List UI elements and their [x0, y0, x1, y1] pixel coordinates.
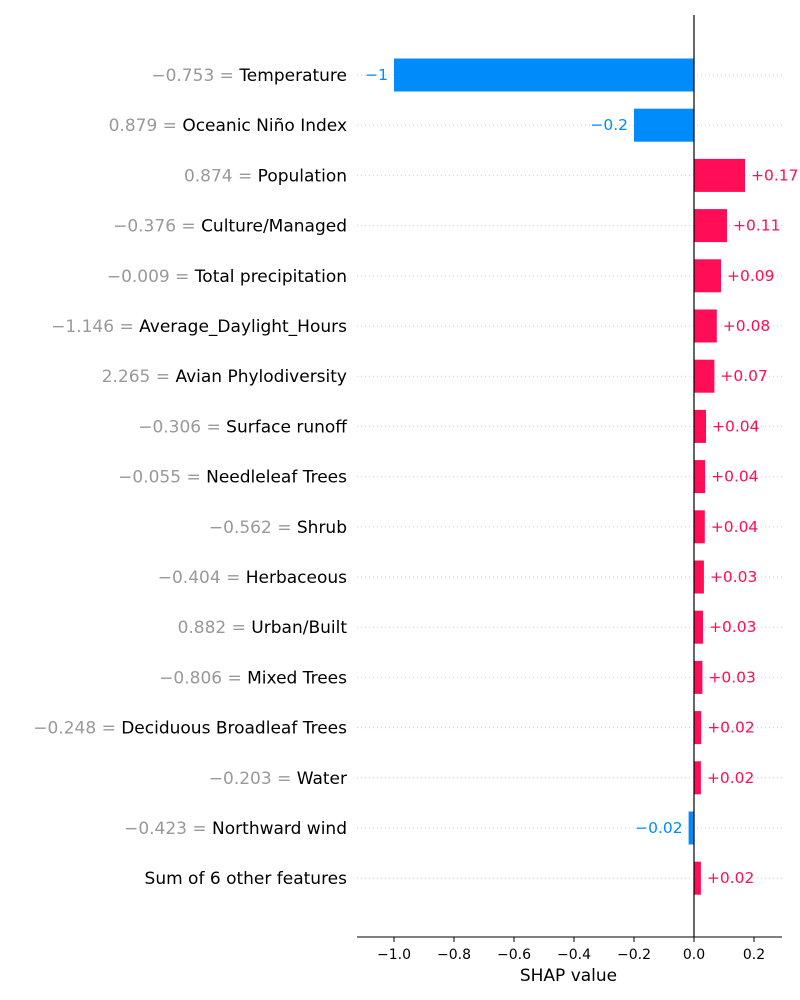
- positive-bar: [694, 861, 701, 895]
- value-label: −1: [365, 66, 388, 84]
- value-label: +0.09: [727, 267, 775, 285]
- feature-name: Culture/Managed: [201, 217, 347, 237]
- positive-bar: [694, 409, 706, 443]
- feature-name: Shrub: [297, 518, 347, 538]
- feature-value: −0.423 =: [124, 819, 212, 839]
- negative-bar: [394, 58, 694, 92]
- feature-value: −1.146 =: [51, 317, 139, 337]
- feature-name: Temperature: [238, 66, 347, 86]
- feature-label: −0.248 = Deciduous Broadleaf Trees: [33, 719, 347, 739]
- value-label: +0.17: [751, 166, 799, 184]
- feature-label: −1.146 = Average_Daylight_Hours: [51, 317, 347, 337]
- feature-value: −0.753 =: [151, 66, 239, 86]
- positive-bar: [694, 209, 727, 243]
- negative-bar: [634, 108, 694, 142]
- value-label: +0.04: [711, 468, 759, 486]
- value-label: +0.02: [707, 719, 755, 737]
- positive-bar: [694, 309, 717, 343]
- value-label: +0.08: [723, 317, 771, 335]
- feature-value: −0.806 =: [159, 668, 247, 688]
- feature-label: −0.376 = Culture/Managed: [113, 217, 347, 237]
- feature-value: 0.882 =: [178, 618, 252, 638]
- value-label: +0.02: [707, 769, 755, 787]
- negative-bar: [688, 811, 694, 845]
- value-label: +0.11: [733, 217, 781, 235]
- value-label: +0.04: [711, 518, 759, 536]
- x-tick-label: −0.6: [497, 947, 531, 963]
- positive-bar: [694, 359, 715, 393]
- feature-value: −0.248 =: [33, 719, 121, 739]
- feature-name: Sum of 6 other features: [145, 869, 348, 889]
- feature-value: −0.376 =: [113, 217, 201, 237]
- feature-name: Total precipitation: [194, 267, 347, 287]
- feature-label: −0.753 = Temperature: [151, 66, 347, 86]
- feature-name: Average_Daylight_Hours: [139, 317, 347, 337]
- positive-bar: [694, 460, 706, 494]
- feature-labels: −0.753 = Temperature 0.879 = Oceanic Niño…: [33, 66, 348, 889]
- feature-name: Surface runoff: [226, 417, 348, 437]
- positive-bar: [694, 610, 703, 644]
- feature-label: −0.562 = Shrub: [209, 518, 347, 538]
- x-tick-label: −1.0: [377, 947, 411, 963]
- feature-name: Deciduous Broadleaf Trees: [121, 719, 347, 739]
- feature-label: −0.306 = Surface runoff: [138, 417, 348, 437]
- feature-label: Sum of 6 other features: [145, 869, 348, 889]
- value-label: +0.02: [707, 869, 755, 887]
- feature-name: Needleleaf Trees: [206, 468, 347, 488]
- x-axis: −1.0 −0.8 −0.6 −0.4 −0.2 0.0 0.2 SHAP value: [357, 936, 782, 986]
- x-tick-label: 0.0: [683, 947, 705, 963]
- feature-value: 0.874 =: [184, 166, 258, 186]
- feature-value: −0.055 =: [118, 468, 206, 488]
- positive-bar: [694, 510, 705, 544]
- feature-name: Mixed Trees: [247, 668, 347, 688]
- feature-label: −0.203 = Water: [209, 769, 347, 789]
- feature-value: 0.879 =: [109, 116, 183, 136]
- feature-value: 2.265 =: [102, 367, 176, 387]
- feature-name: Water: [297, 769, 347, 789]
- x-tick-label: 0.2: [743, 947, 765, 963]
- feature-label: −0.423 = Northward wind: [124, 819, 347, 839]
- value-label: +0.03: [710, 568, 758, 586]
- value-label: +0.03: [708, 668, 756, 686]
- positive-bar: [694, 560, 704, 594]
- x-axis-title: SHAP value: [520, 966, 617, 986]
- feature-label: 2.265 = Avian Phylodiversity: [102, 367, 347, 387]
- grid-lines: [357, 74, 782, 879]
- value-label: −0.2: [590, 116, 628, 134]
- x-tick-label: −0.8: [437, 947, 471, 963]
- feature-label: 0.879 = Oceanic Niño Index: [109, 116, 347, 136]
- feature-name: Population: [258, 166, 347, 186]
- value-label: −0.02: [635, 819, 683, 837]
- feature-label: −0.055 = Needleleaf Trees: [118, 468, 347, 488]
- feature-name: Urban/Built: [251, 618, 347, 638]
- feature-name: Northward wind: [212, 819, 347, 839]
- value-label: +0.03: [709, 618, 757, 636]
- value-label: +0.04: [712, 417, 760, 435]
- value-labels: −1 −0.2 +0.17 +0.11 +0.09 +0.08 +0.07 +0.04 +0.0…: [365, 66, 798, 887]
- x-ticks: −1.0 −0.8 −0.6 −0.4 −0.2 0.0 0.2: [377, 937, 765, 963]
- feature-value: −0.009 =: [107, 267, 195, 287]
- value-label: +0.07: [720, 367, 768, 385]
- x-tick-label: −0.2: [617, 947, 651, 963]
- feature-label: −0.806 = Mixed Trees: [159, 668, 347, 688]
- positive-bar: [694, 761, 701, 795]
- feature-label: 0.874 = Population: [184, 166, 347, 186]
- feature-name: Avian Phylodiversity: [175, 367, 347, 387]
- x-tick-label: −0.4: [557, 947, 591, 963]
- feature-label: −0.009 = Total precipitation: [107, 267, 347, 287]
- feature-value: −0.562 =: [209, 518, 297, 538]
- feature-value: −0.404 =: [158, 568, 246, 588]
- bars: [394, 58, 745, 895]
- feature-name: Oceanic Niño Index: [182, 116, 347, 136]
- feature-label: 0.882 = Urban/Built: [178, 618, 348, 638]
- positive-bar: [694, 158, 745, 192]
- feature-name: Herbaceous: [246, 568, 347, 588]
- feature-value: −0.203 =: [209, 769, 297, 789]
- feature-label: −0.404 = Herbaceous: [158, 568, 347, 588]
- positive-bar: [694, 660, 703, 694]
- positive-bar: [694, 259, 721, 293]
- positive-bar: [694, 711, 702, 745]
- feature-value: −0.306 =: [138, 417, 226, 437]
